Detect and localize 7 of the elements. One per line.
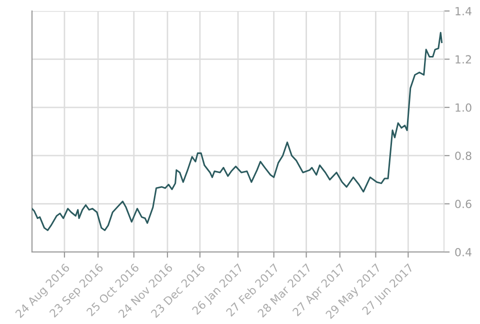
y-tick-label: 0.6 xyxy=(455,200,472,208)
y-tick-label: 0.4 xyxy=(455,248,472,256)
y-tick-label: 1.0 xyxy=(456,103,472,112)
y-tick-label: 1.2 xyxy=(456,55,471,64)
line-series xyxy=(32,32,443,232)
y-tick-label: 0.8 xyxy=(455,152,472,160)
y-tick-label: 1.4 xyxy=(456,7,472,16)
